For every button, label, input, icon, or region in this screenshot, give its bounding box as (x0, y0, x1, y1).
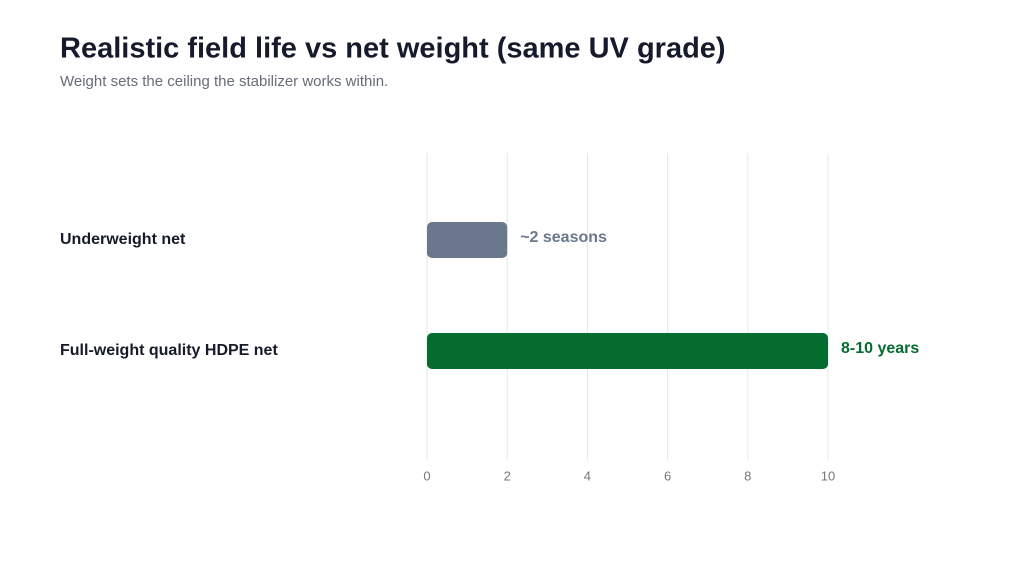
chart-title: Realistic field life vs net weight (same… (60, 33, 726, 65)
value-label: 8-10 years (841, 340, 919, 357)
x-tick-label: 0 (423, 468, 430, 483)
x-tick-label: 4 (584, 468, 591, 483)
x-tick-label: 10 (821, 468, 835, 483)
chart-subtitle: Weight sets the ceiling the stabilizer w… (60, 73, 388, 90)
x-tick-label: 8 (744, 468, 751, 483)
category-label: Full-weight quality HDPE net (60, 342, 278, 359)
x-tick-label: 6 (664, 468, 671, 483)
bar (427, 222, 508, 258)
category-label: Underweight net (60, 231, 186, 248)
x-tick-label: 2 (504, 468, 511, 483)
bar (427, 333, 828, 369)
value-label: ~2 seasons (520, 229, 607, 246)
